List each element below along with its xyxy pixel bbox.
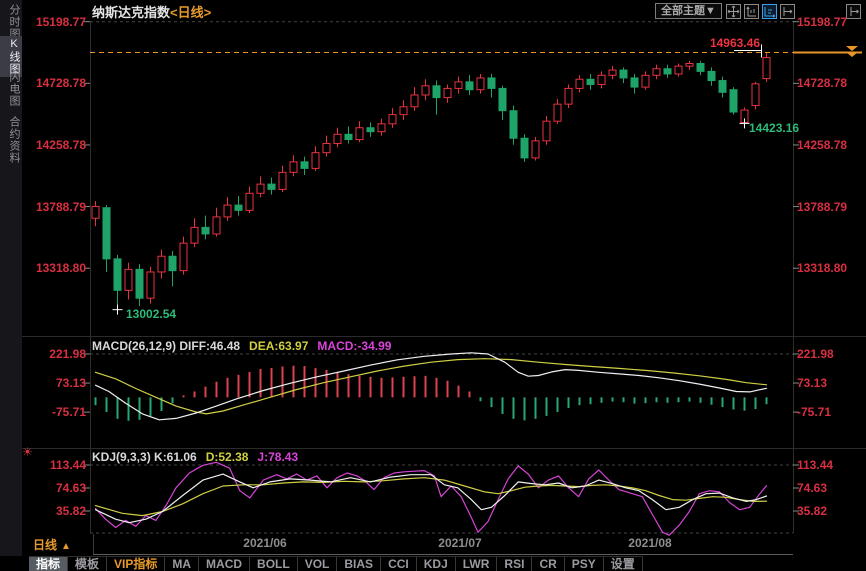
macd-value-label: MACD:-34.99 [317,339,392,353]
kdj-level-label: 35.82 [797,504,828,518]
lowest-low-annotation: 13002.54 [126,307,177,321]
measure-arrow-icon[interactable] [780,4,795,19]
price-level-label: 14258.78 [797,138,848,152]
macd-dea-label: DEA:63.97 [249,339,309,353]
macd-level-label: -75.71 [797,405,832,419]
period-selector[interactable]: 日线 ▲ [33,536,71,553]
prev-low-annotation: 14423.16 [749,121,800,135]
kdj-k-label: KDJ(9,3,3) K:61.06 [92,450,197,464]
price-level-label: 14258.78 [35,138,86,152]
macd-level-label: 221.98 [49,347,86,361]
pop-out-icon[interactable] [846,4,861,19]
symbol-title: 纳斯达克指数<日线> [92,2,211,21]
axis-divider [93,534,94,554]
kdj-j-label: J:78.43 [257,450,299,464]
toolbar-item-bias[interactable]: BIAS [337,557,382,571]
symbol-name: 纳斯达克指数 [92,5,171,20]
kdj-level-label: 35.82 [55,504,86,518]
indicator-toolbar: 指标 模板 VIP指标 MA MACD BOLL VOL BIAS CCI KD… [29,556,643,571]
kdj-level-label: 113.44 [797,458,834,472]
price-level-label: 13788.79 [35,200,86,214]
toolbar-item-ma[interactable]: MA [165,557,200,571]
macd-diff-label: MACD(26,12,9) DIFF:46.48 [92,339,241,353]
sidebar-item-time-chart[interactable]: 分时图 [8,4,20,40]
pan-icon[interactable] [726,4,741,19]
price-level-label: 14728.78 [797,76,848,90]
triangle-up-icon: ▲ [61,541,71,552]
axis-underline [93,554,793,555]
all-themes-dropdown[interactable]: 全部主题▼ [655,3,722,19]
toolbar-item-cr[interactable]: CR [532,557,565,571]
macd-level-label: 73.13 [55,376,86,390]
macd-level-label: -75.71 [51,405,86,419]
period-text: 日线 [33,538,58,552]
toolbar-item-cci[interactable]: CCI [381,557,417,571]
x-axis-scale-icon[interactable] [762,4,777,19]
kdj-level-label: 113.44 [49,458,86,472]
toolbar-item-vol[interactable]: VOL [298,557,338,571]
price-level-label: 13318.80 [797,261,848,275]
kdj-level-label: 74.63 [797,481,828,495]
kdj-d-label: D:52.38 [205,450,249,464]
kdj-level-label: 74.63 [55,481,86,495]
price-level-label: 13318.80 [35,261,86,275]
toolbar-item-vip-indicator[interactable]: VIP指标 [107,557,166,571]
toolbar-item-kdj[interactable]: KDJ [417,557,456,571]
sidebar-item-contract-info[interactable]: 合约资料 [8,116,20,164]
y-axis-scale-icon[interactable] [744,4,759,19]
toolbar-item-rsi[interactable]: RSI [497,557,533,571]
sidebar-item-kline-chart[interactable]: K线图 [0,36,22,77]
x-axis-month-label: 2021/08 [628,536,672,550]
indicator-alert-icon: ☀ [22,445,33,459]
price-level-label: 15198.77 [35,15,86,29]
price-level-label: 13788.79 [797,200,848,214]
price-level-label: 15198.77 [797,15,848,29]
toolbar-item-psy[interactable]: PSY [565,557,604,571]
macd-level-label: 221.98 [797,347,834,361]
x-axis-month-label: 2021/07 [438,536,482,550]
period-tag: <日线> [170,5,212,20]
macd-level-label: 73.13 [797,376,828,390]
toolbar-item-settings[interactable]: 设置 [604,557,643,571]
toolbar-item-macd[interactable]: MACD [199,557,251,571]
macd-header: MACD(26,12,9) DIFF:46.48 DEA:63.97 MACD:-3… [92,339,391,353]
x-axis-month-label: 2021/06 [243,536,287,550]
price-level-label: 14728.78 [35,76,86,90]
chart-type-sidebar: 分时图 K线图 闪电图 合约资料 [0,0,22,556]
toolbar-item-template[interactable]: 模板 [68,557,108,571]
kdj-header: KDJ(9,3,3) K:61.06 D:52.38 J:78.43 [92,450,298,464]
toolbar-item-lwr[interactable]: LWR [456,557,498,571]
highest-high-annotation: 14963.46 [709,36,760,50]
sidebar-item-flash-chart[interactable]: 闪电图 [8,71,20,107]
toolbar-item-boll[interactable]: BOLL [250,557,298,571]
toolbar-item-indicator[interactable]: 指标 [29,557,69,571]
